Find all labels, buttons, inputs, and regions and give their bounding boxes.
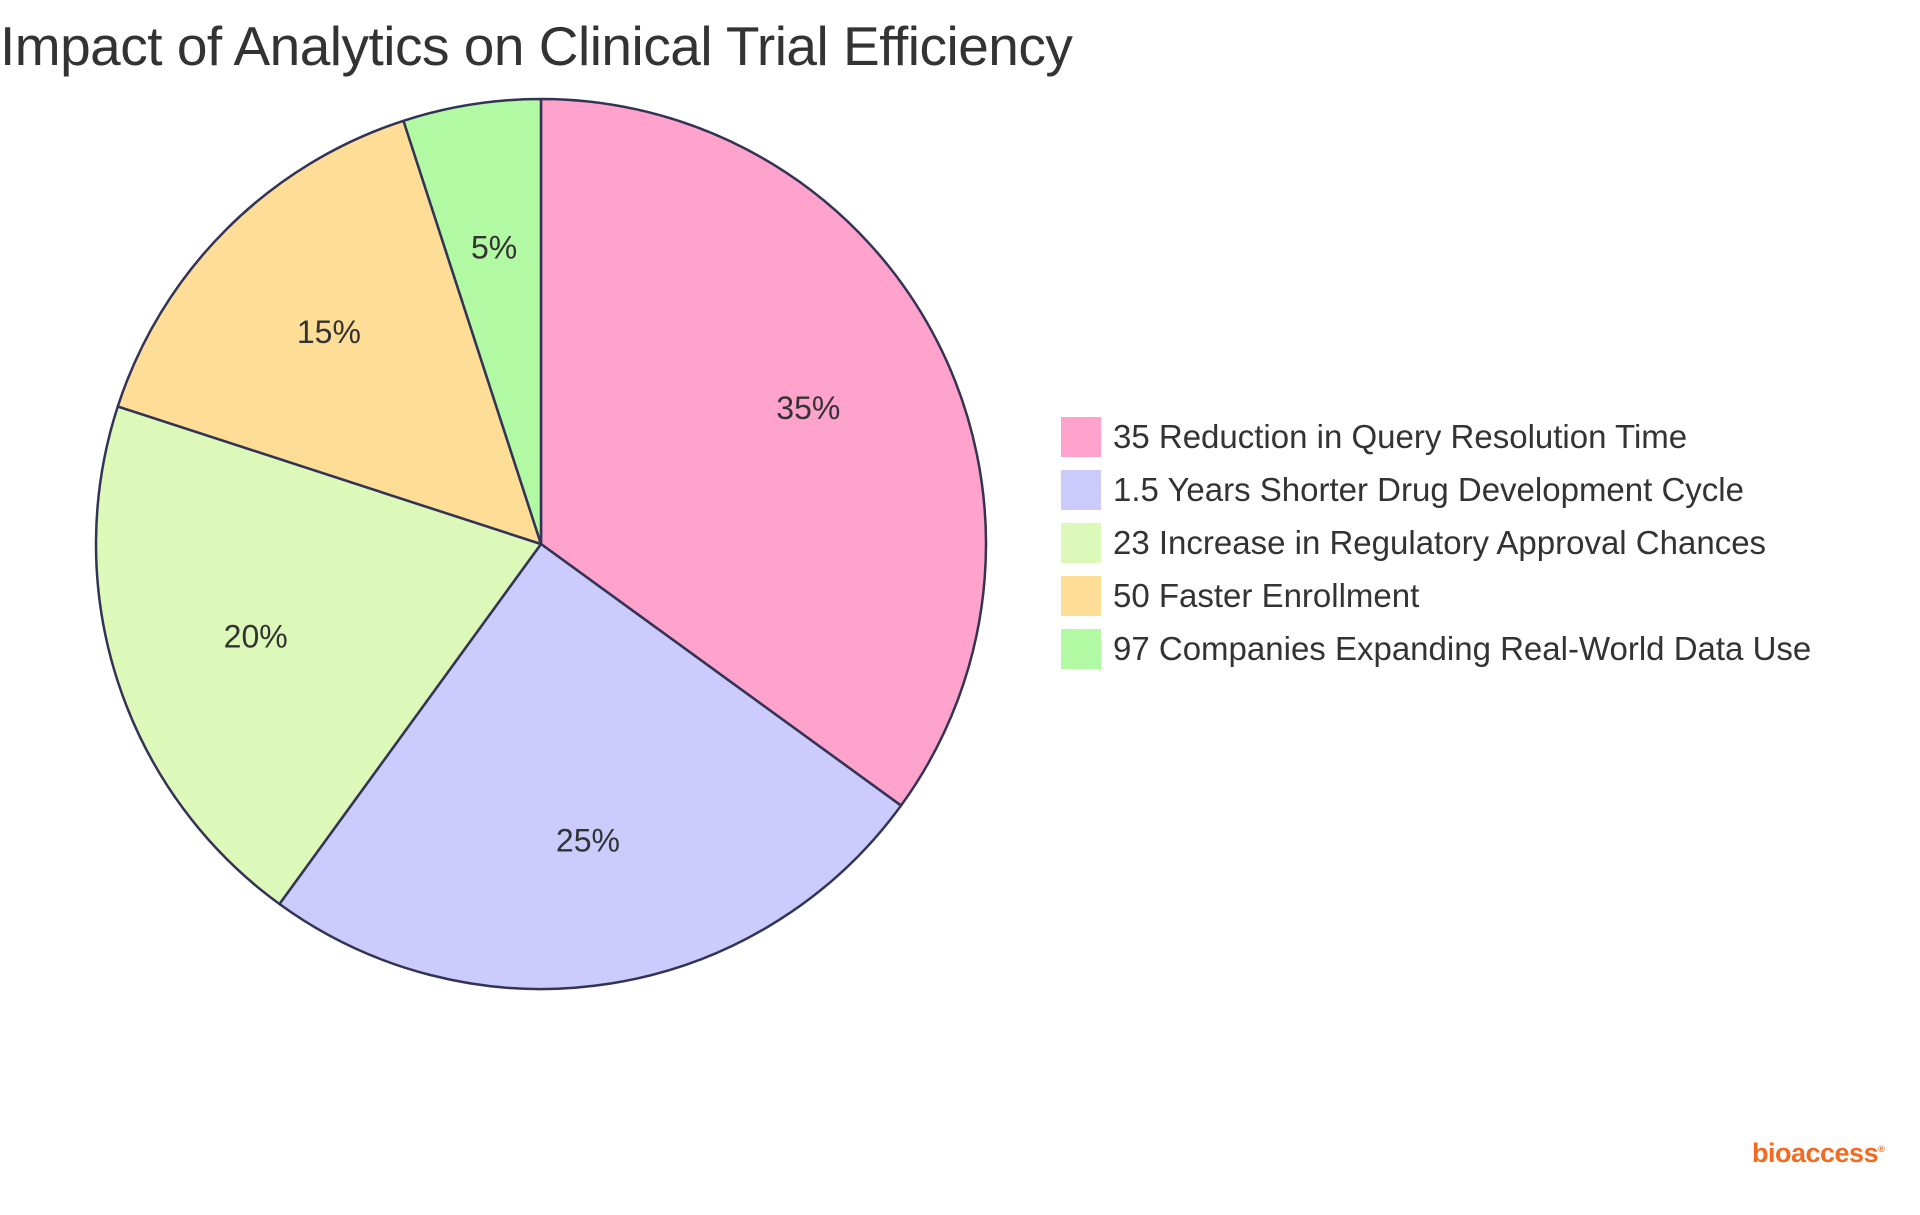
registered-mark: ® [1878, 1144, 1885, 1154]
legend-swatch [1059, 573, 1103, 618]
slice-percent-label: 25% [556, 822, 620, 858]
legend-item: 1.5 Years Shorter Drug Development Cycle [1059, 463, 1811, 516]
legend-swatch [1059, 626, 1103, 671]
bioaccess-logo: bioaccess® [1752, 1138, 1885, 1169]
pie-slice [94, 405, 543, 906]
legend-item: 50 Faster Enrollment [1059, 569, 1811, 622]
legend-item: 35 Reduction in Query Resolution Time [1059, 410, 1811, 463]
legend-swatch [1059, 520, 1103, 565]
slice-percent-label: 15% [297, 314, 361, 350]
brand-name: bioaccess [1752, 1138, 1879, 1168]
pie-labels: 35% 25% 20% 15% 5% [224, 230, 841, 859]
pie-slices [94, 97, 988, 991]
legend-swatch [1059, 467, 1103, 512]
legend-label: 50 Faster Enrollment [1113, 576, 1420, 614]
legend-item: 23 Increase in Regulatory Approval Chanc… [1059, 516, 1811, 569]
pie-slice [278, 542, 903, 991]
legend-swatch [1059, 414, 1103, 459]
pie-slice [402, 97, 543, 546]
slice-percent-label: 20% [224, 619, 288, 655]
legend-item: 97 Companies Expanding Real-World Data U… [1059, 622, 1811, 675]
legend-label: 97 Companies Expanding Real-World Data U… [1113, 629, 1812, 667]
chart-legend: 35 Reduction in Query Resolution Time 1.… [1059, 410, 1811, 675]
pie-slice [116, 119, 543, 546]
slice-percent-label: 5% [471, 230, 517, 266]
legend-label: 23 Increase in Regulatory Approval Chanc… [1113, 523, 1767, 561]
pie-slice [539, 97, 988, 807]
legend-label: 35 Reduction in Query Resolution Time [1113, 417, 1688, 455]
slice-percent-label: 35% [776, 390, 840, 426]
legend-label: 1.5 Years Shorter Drug Development Cycle [1113, 470, 1744, 508]
chart-title: Impact of Analytics on Clinical Trial Ef… [0, 15, 1073, 77]
